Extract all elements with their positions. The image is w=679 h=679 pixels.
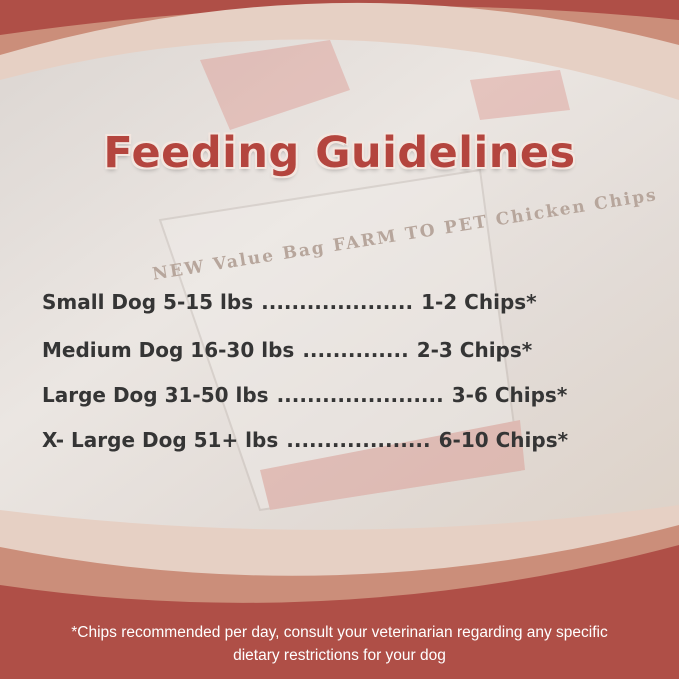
chip-amount: 6-10 Chips*	[438, 428, 569, 452]
chip-amount: 2-3 Chips*	[416, 338, 533, 362]
page-title: Feeding Guidelines	[103, 128, 576, 178]
footnote: *Chips recommended per day, consult your…	[0, 621, 679, 667]
dog-size: X- Large Dog 51+ lbs	[42, 428, 279, 452]
leader-dots: ....................	[261, 290, 414, 314]
footnote-line-1: *Chips recommended per day, consult your…	[71, 624, 608, 641]
chip-amount: 3-6 Chips*	[451, 383, 568, 407]
leader-dots: ......................	[276, 383, 444, 407]
dog-size: Large Dog 31-50 lbs	[42, 383, 269, 407]
dog-size: Small Dog 5-15 lbs	[42, 290, 254, 314]
dog-size: Medium Dog 16-30 lbs	[42, 338, 295, 362]
product-photo-area	[0, 39, 679, 530]
chip-amount: 1-2 Chips*	[421, 290, 537, 314]
guideline-row-xlarge: X- Large Dog 51+ lbs................... 6…	[42, 428, 568, 452]
guideline-row-large: Large Dog 31-50 lbs.....................…	[42, 383, 567, 407]
footnote-line-2: dietary restrictions for your dog	[233, 647, 446, 664]
guideline-row-medium: Medium Dog 16-30 lbs.............. 2-3 Ch…	[42, 338, 532, 362]
guideline-row-small: Small Dog 5-15 lbs.................... 1-…	[42, 290, 537, 314]
faded-bag-photo	[158, 40, 570, 512]
leader-dots: ..............	[302, 338, 409, 362]
leader-dots: ...................	[286, 428, 431, 452]
